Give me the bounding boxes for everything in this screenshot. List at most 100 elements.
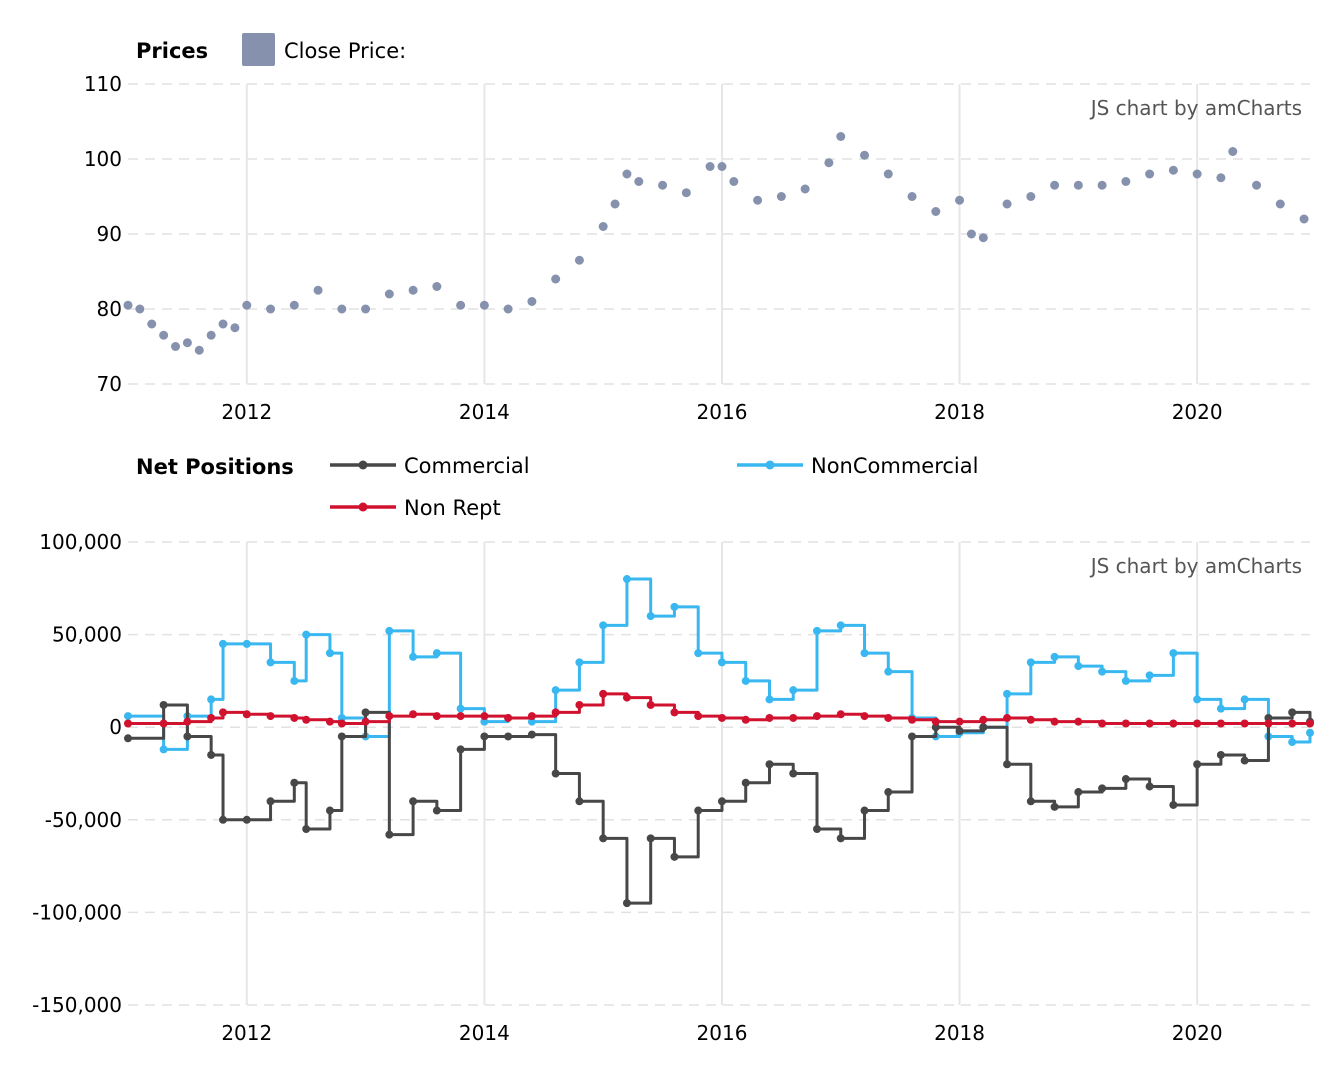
- close-price-legend-label[interactable]: Close Price:: [284, 39, 406, 63]
- non-rept-point[interactable]: [622, 693, 631, 702]
- close-price-point[interactable]: [147, 319, 157, 329]
- close-price-point[interactable]: [1299, 214, 1309, 224]
- non-rept-point[interactable]: [432, 712, 441, 721]
- noncommercial-point[interactable]: [575, 658, 584, 667]
- commercial-point[interactable]: [456, 745, 465, 754]
- close-price-point[interactable]: [1252, 180, 1262, 190]
- close-price-point[interactable]: [717, 162, 727, 171]
- noncommercial-point[interactable]: [836, 621, 845, 630]
- commercial-point[interactable]: [765, 760, 774, 769]
- commercial-point[interactable]: [527, 730, 536, 739]
- commercial-point[interactable]: [337, 732, 346, 741]
- close-price-point[interactable]: [883, 169, 893, 179]
- close-price-point[interactable]: [1275, 199, 1285, 209]
- close-price-point[interactable]: [907, 192, 917, 201]
- non-rept-point[interactable]: [670, 708, 679, 717]
- non-rept-point[interactable]: [1288, 719, 1297, 728]
- non-rept-point[interactable]: [979, 715, 988, 724]
- non-rept-point[interactable]: [884, 713, 893, 722]
- commercial-point[interactable]: [694, 806, 703, 815]
- close-price-point[interactable]: [610, 199, 620, 209]
- non-rept-point[interactable]: [219, 708, 228, 717]
- close-price-legend-swatch[interactable]: [242, 33, 275, 66]
- noncommercial-legend-item[interactable]: NonCommercial: [737, 454, 978, 478]
- close-price-point[interactable]: [598, 222, 608, 231]
- commercial-point[interactable]: [361, 708, 370, 717]
- commercial-point[interactable]: [622, 899, 631, 908]
- commercial-point[interactable]: [1003, 760, 1012, 769]
- commercial-point[interactable]: [884, 788, 893, 797]
- non-rept-point[interactable]: [789, 713, 798, 722]
- close-price-point[interactable]: [479, 300, 489, 310]
- close-price-point[interactable]: [206, 330, 216, 340]
- noncommercial-point[interactable]: [1145, 671, 1154, 680]
- non-rept-point[interactable]: [527, 712, 536, 721]
- non-rept-point[interactable]: [1240, 719, 1249, 728]
- commercial-point[interactable]: [551, 769, 560, 778]
- noncommercial-point[interactable]: [1121, 676, 1130, 685]
- non-rept-point[interactable]: [908, 715, 917, 724]
- noncommercial-point[interactable]: [219, 639, 228, 648]
- commercial-point[interactable]: [670, 852, 679, 861]
- non-rept-point[interactable]: [955, 717, 964, 726]
- close-price-point[interactable]: [159, 330, 169, 340]
- close-price-point[interactable]: [313, 285, 323, 295]
- close-price-point[interactable]: [1026, 192, 1036, 201]
- close-price-point[interactable]: [1168, 165, 1178, 175]
- close-price-point[interactable]: [1073, 180, 1083, 190]
- non-rept-point[interactable]: [741, 715, 750, 724]
- close-price-point[interactable]: [361, 304, 371, 314]
- noncommercial-point[interactable]: [1240, 695, 1249, 704]
- non-rept-point[interactable]: [385, 712, 394, 721]
- commercial-point[interactable]: [219, 815, 228, 824]
- noncommercial-point[interactable]: [622, 575, 631, 584]
- commercial-point[interactable]: [1193, 760, 1202, 769]
- non-rept-point[interactable]: [207, 713, 216, 722]
- close-price-point[interactable]: [194, 345, 204, 355]
- close-price-point[interactable]: [705, 162, 715, 171]
- commercial-point[interactable]: [1145, 782, 1154, 791]
- commercial-point[interactable]: [302, 825, 311, 834]
- noncommercial-point[interactable]: [1098, 667, 1107, 676]
- noncommercial-point[interactable]: [860, 649, 869, 658]
- non-rept-point[interactable]: [551, 708, 560, 717]
- noncommercial-point[interactable]: [884, 667, 893, 676]
- commercial-point[interactable]: [789, 769, 798, 778]
- commercial-point[interactable]: [1098, 784, 1107, 793]
- close-price-point[interactable]: [1002, 199, 1012, 209]
- close-price-point[interactable]: [658, 180, 668, 190]
- commercial-point[interactable]: [741, 778, 750, 787]
- noncommercial-point[interactable]: [207, 695, 216, 704]
- noncommercial-point[interactable]: [1169, 649, 1178, 658]
- commercial-point[interactable]: [183, 732, 192, 741]
- noncommercial-point[interactable]: [456, 704, 465, 713]
- commercial-point[interactable]: [266, 797, 275, 806]
- non-rept-point[interactable]: [717, 713, 726, 722]
- close-price-point[interactable]: [955, 195, 965, 205]
- non-rept-point[interactable]: [1026, 715, 1035, 724]
- non-rept-point[interactable]: [290, 713, 299, 722]
- commercial-point[interactable]: [1240, 756, 1249, 765]
- noncommercial-point[interactable]: [1288, 738, 1297, 747]
- commercial-point[interactable]: [124, 734, 132, 743]
- close-price-point[interactable]: [1192, 169, 1202, 179]
- commercial-point[interactable]: [1264, 713, 1273, 722]
- close-price-point[interactable]: [800, 184, 810, 194]
- close-price-point[interactable]: [230, 323, 240, 333]
- non-rept-point[interactable]: [1121, 719, 1130, 728]
- noncommercial-point[interactable]: [789, 686, 798, 695]
- commercial-point[interactable]: [504, 732, 513, 741]
- noncommercial-point[interactable]: [717, 658, 726, 667]
- noncommercial-point[interactable]: [599, 621, 608, 630]
- close-price-point[interactable]: [266, 304, 276, 314]
- non-rept-point[interactable]: [361, 717, 370, 726]
- non-rept-point[interactable]: [302, 715, 311, 724]
- non-rept-point[interactable]: [599, 689, 608, 698]
- close-price-point[interactable]: [978, 233, 988, 243]
- noncommercial-point[interactable]: [325, 649, 334, 658]
- non-rept-point[interactable]: [409, 710, 418, 719]
- non-rept-point[interactable]: [813, 712, 822, 721]
- commercial-point[interactable]: [575, 797, 584, 806]
- noncommercial-point[interactable]: [242, 639, 251, 648]
- commercial-point[interactable]: [290, 778, 299, 787]
